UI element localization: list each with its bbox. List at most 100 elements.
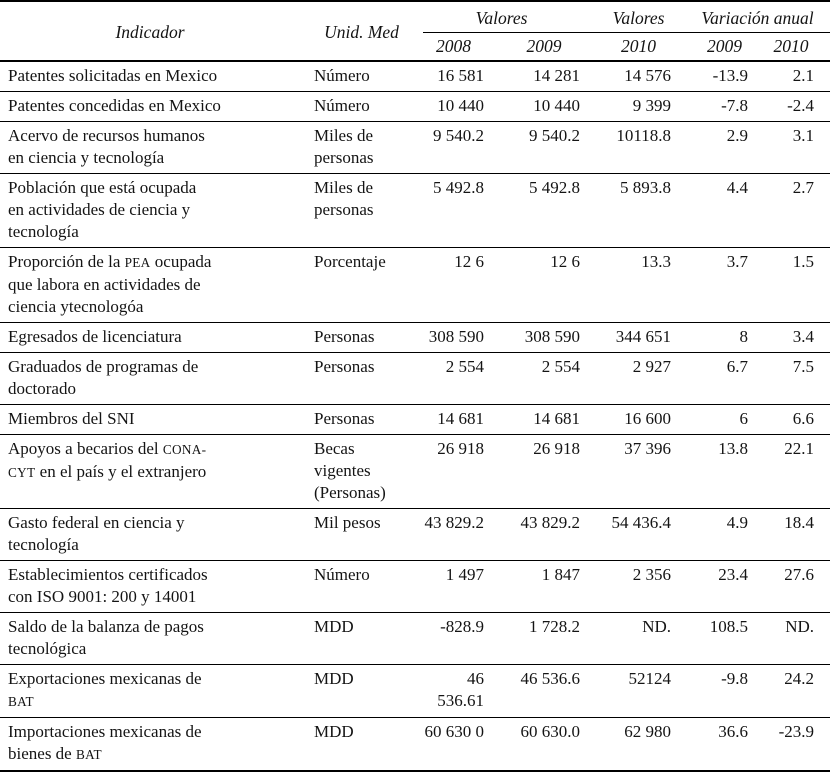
unit-cell: Personas [314, 357, 375, 376]
value-2009: 1 847 [541, 565, 581, 584]
value-2010: 9 399 [632, 96, 672, 115]
variation-2010: 18.4 [784, 513, 815, 532]
variation-2010: 3.4 [792, 327, 815, 346]
table-row: Patentes solicitadas en Mexico Número 16… [0, 61, 830, 92]
value-2010: 52124 [628, 669, 672, 688]
table-body: Patentes solicitadas en Mexico Número 16… [0, 61, 830, 771]
header-indicador: Indicador [115, 22, 185, 42]
variation-2010: 22.1 [784, 439, 815, 458]
variation-2010: 1.5 [792, 252, 815, 271]
value-2010: 37 396 [624, 439, 672, 458]
value-2009: 14 281 [533, 66, 581, 85]
indicator-cell: Gasto federal en ciencia y tecnología [8, 513, 185, 554]
variation-2009: 4.9 [726, 513, 749, 532]
unit-cell: Porcentaje [314, 252, 386, 271]
variation-2009: -13.9 [712, 66, 749, 85]
indicator-cell: Establecimientos certificados con ISO 90… [8, 565, 208, 606]
indicator-cell: Graduados de programas de doctorado [8, 357, 199, 398]
value-2009: 46 536.6 [520, 669, 581, 688]
variation-2010: ND. [785, 617, 815, 636]
value-2008: 5 492.8 [433, 178, 484, 197]
header-row-groups: Indicador Unid. Med Valores Valores Vari… [0, 1, 830, 42]
header-year-2009: 2009 [526, 36, 562, 56]
table-row: Apoyos a becarios del CONA- CYT en el pa… [0, 435, 830, 509]
value-2008: 43 829.2 [424, 513, 485, 532]
value-2008: 9 540.2 [433, 126, 484, 145]
unit-cell: Personas [314, 409, 375, 428]
indicator-cell: Apoyos a becarios del CONA- CYT en el pa… [8, 439, 207, 481]
table-row: Patentes concedidas en Mexico Número 10 … [0, 92, 830, 122]
value-2008: 46 536.61 [437, 669, 484, 710]
variation-2009: 108.5 [709, 617, 749, 636]
table-row: Establecimientos certificados con ISO 90… [0, 561, 830, 613]
unit-cell: MDD [314, 617, 354, 636]
indicator-cell: Egresados de licenciatura [8, 327, 182, 346]
variation-2010: 7.5 [792, 357, 815, 376]
table-header: Indicador Unid. Med Valores Valores Vari… [0, 1, 830, 61]
value-2008: -828.9 [440, 617, 484, 636]
value-2008: 10 440 [437, 96, 484, 115]
variation-2009: 23.4 [718, 565, 749, 584]
value-2010: 5 893.8 [620, 178, 672, 197]
header-year-2008: 2008 [436, 36, 471, 56]
variation-2009: 3.7 [726, 252, 749, 271]
header-variacion-2010: 2010 [773, 36, 809, 56]
value-2009: 9 540.2 [529, 126, 581, 145]
variation-2009: -7.8 [721, 96, 749, 115]
unit-cell: Número [314, 96, 370, 115]
indicator-cell: Importaciones mexicanas de bienes de BAT [8, 722, 202, 763]
value-2008: 12 6 [454, 252, 484, 271]
indicator-cell: Saldo de la balanza de pagos tecnológica [8, 617, 204, 658]
table-row: Población que está ocupada en actividade… [0, 174, 830, 248]
value-2009: 60 630.0 [520, 722, 581, 741]
table-row: Exportaciones mexicanas de BAT MDD 46 53… [0, 665, 830, 718]
table-row: Egresados de licenciatura Personas 308 5… [0, 323, 830, 353]
header-group-variacion-anual: Variación anual [701, 1, 830, 33]
variation-2010: 2.1 [792, 66, 815, 85]
table-row: Gasto federal en ciencia y tecnología Mi… [0, 509, 830, 561]
header-year-2010: 2010 [621, 36, 657, 56]
value-2009: 10 440 [533, 96, 581, 115]
table-row: Acervo de recursos humanos en ciencia y … [0, 122, 830, 174]
variation-2010: -23.9 [778, 722, 815, 741]
header-variacion-2009: 2009 [707, 36, 743, 56]
indicator-cell: Exportaciones mexicanas de BAT [8, 669, 202, 709]
indicator-cell: Acervo de recursos humanos en ciencia y … [8, 126, 205, 167]
value-2010: 2 927 [632, 357, 672, 376]
indicator-cell: Patentes concedidas en Mexico [8, 96, 221, 115]
unit-cell: Miles de personas [314, 126, 374, 167]
variation-2010: 2.7 [792, 178, 815, 197]
value-2010: 2 356 [632, 565, 672, 584]
variation-2009: -9.8 [721, 669, 749, 688]
header-group-valores-1: Valores [423, 1, 607, 33]
value-2008: 60 630 0 [424, 722, 485, 741]
value-2009: 308 590 [524, 327, 581, 346]
table-row: Importaciones mexicanas de bienes de BAT… [0, 718, 830, 772]
variation-2010: -2.4 [787, 96, 815, 115]
value-2009: 43 829.2 [520, 513, 581, 532]
unit-cell: Personas [314, 327, 375, 346]
table-row: Proporción de la PEA ocupada que labora … [0, 248, 830, 323]
variation-2010: 3.1 [792, 126, 815, 145]
value-2008: 14 681 [437, 409, 484, 428]
value-2010: 13.3 [641, 252, 672, 271]
unit-cell: Número [314, 565, 370, 584]
value-2009: 26 918 [533, 439, 581, 458]
value-2010: ND. [642, 617, 672, 636]
value-2008: 1 497 [445, 565, 484, 584]
value-2008: 308 590 [428, 327, 484, 346]
unit-cell: Becas vigentes (Personas) [314, 439, 386, 502]
variation-2009: 8 [739, 327, 749, 346]
value-2009: 2 554 [541, 357, 581, 376]
value-2009: 1 728.2 [529, 617, 581, 636]
value-2010: 16 600 [624, 409, 672, 428]
value-2009: 5 492.8 [529, 178, 581, 197]
variation-2010: 27.6 [784, 565, 815, 584]
value-2008: 2 554 [445, 357, 484, 376]
variation-2009: 36.6 [718, 722, 749, 741]
unit-cell: MDD [314, 669, 354, 688]
indicator-cell: Población que está ocupada en actividade… [8, 178, 197, 241]
header-group-valores-2: Valores [606, 1, 702, 33]
unit-cell: Miles de personas [314, 178, 374, 219]
unit-cell: Número [314, 66, 370, 85]
